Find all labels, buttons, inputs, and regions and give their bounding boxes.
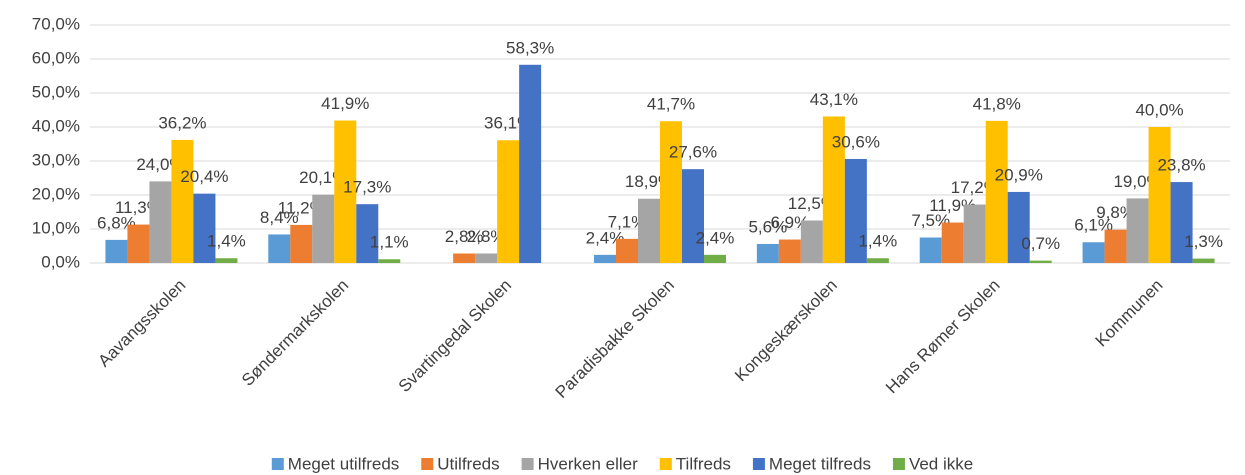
x-tick-label: Aavangsskolen bbox=[94, 276, 189, 371]
data-label: 30,6% bbox=[832, 132, 880, 151]
bar bbox=[985, 120, 1008, 263]
bar bbox=[616, 238, 638, 263]
x-tick-label: Svartingedal Skolen bbox=[395, 276, 515, 396]
data-label: 2,8% bbox=[445, 227, 484, 246]
y-tick-label: 50,0% bbox=[32, 82, 80, 101]
data-label: 36,2% bbox=[158, 113, 206, 132]
bar bbox=[1007, 191, 1030, 263]
legend-swatch bbox=[271, 458, 284, 470]
bar bbox=[519, 64, 542, 263]
bar bbox=[290, 224, 313, 263]
bar bbox=[453, 253, 476, 263]
legend-label: Utilfreds bbox=[437, 454, 499, 473]
legend-swatch bbox=[659, 458, 672, 470]
x-tick-label: Hans Rømer Skolen bbox=[882, 276, 1004, 398]
bar bbox=[475, 253, 498, 263]
data-label: 23,8% bbox=[1157, 156, 1205, 175]
bar bbox=[756, 243, 779, 263]
data-label: 8,4% bbox=[260, 208, 299, 227]
data-label: 2,8% bbox=[467, 227, 506, 246]
bar bbox=[1126, 198, 1149, 263]
data-label: 5,6% bbox=[748, 217, 787, 236]
bar bbox=[594, 254, 616, 263]
data-label: 7,1% bbox=[608, 212, 647, 231]
bar bbox=[866, 258, 889, 263]
y-tick-label: 60,0% bbox=[32, 48, 80, 67]
y-tick-label: 10,0% bbox=[32, 218, 80, 237]
bar bbox=[660, 121, 682, 263]
data-label: 1,1% bbox=[370, 233, 409, 252]
y-tick-label: 0,0% bbox=[41, 252, 80, 271]
bar bbox=[215, 258, 238, 263]
data-label: 7,5% bbox=[911, 211, 950, 230]
data-label: 9,8% bbox=[1096, 203, 1135, 222]
data-label: 2,4% bbox=[696, 228, 735, 247]
data-label: 40,0% bbox=[1135, 100, 1183, 119]
bar bbox=[822, 116, 845, 264]
y-tick-label: 40,0% bbox=[32, 116, 80, 135]
data-label: 58,3% bbox=[506, 38, 554, 57]
data-label: 27,6% bbox=[669, 143, 717, 162]
bar bbox=[704, 254, 726, 263]
bar bbox=[844, 158, 867, 263]
x-tick-label: Paradisbakke Skolen bbox=[552, 276, 678, 402]
data-label: 41,9% bbox=[321, 94, 369, 113]
data-label: 17,3% bbox=[343, 178, 391, 197]
legend-label: Tilfreds bbox=[676, 454, 731, 473]
legend-swatch bbox=[752, 458, 765, 470]
bar bbox=[356, 204, 379, 263]
data-label: 0,7% bbox=[1021, 234, 1060, 253]
bar bbox=[1148, 127, 1171, 263]
x-tick-label: Kongeskærskolen bbox=[731, 276, 841, 386]
data-label: 6,1% bbox=[1074, 216, 1113, 235]
bar bbox=[378, 259, 401, 263]
bar bbox=[800, 220, 823, 263]
y-tick-label: 70,0% bbox=[32, 14, 80, 33]
y-tick-label: 20,0% bbox=[32, 184, 80, 203]
bar bbox=[1029, 260, 1052, 263]
legend-label: Meget utilfreds bbox=[288, 454, 400, 473]
bar bbox=[268, 234, 291, 263]
bar bbox=[1170, 182, 1193, 263]
legend-label: Meget tilfreds bbox=[769, 454, 871, 473]
legend-label: Ved ikke bbox=[909, 454, 973, 473]
bar bbox=[312, 194, 335, 263]
bar bbox=[497, 140, 520, 263]
legend-swatch bbox=[521, 458, 534, 470]
data-label: 1,4% bbox=[858, 232, 897, 251]
data-label: 2,4% bbox=[586, 228, 625, 247]
bar bbox=[963, 204, 986, 263]
bar bbox=[171, 139, 194, 263]
legend-swatch bbox=[421, 458, 434, 470]
data-label: 1,3% bbox=[1184, 232, 1223, 251]
data-label: 43,1% bbox=[810, 90, 858, 109]
bar bbox=[127, 224, 150, 263]
data-label: 41,8% bbox=[973, 94, 1021, 113]
bar bbox=[919, 237, 942, 263]
bar bbox=[1192, 258, 1215, 263]
x-tick-label: Kommunen bbox=[1092, 276, 1167, 351]
bar bbox=[638, 198, 660, 263]
bar bbox=[1082, 242, 1105, 263]
bar bbox=[682, 169, 704, 263]
bar bbox=[193, 193, 216, 263]
data-label: 6,8% bbox=[97, 213, 136, 232]
data-label: 6,9% bbox=[770, 213, 809, 232]
legend-label: Hverken eller bbox=[538, 454, 638, 473]
legend-swatch bbox=[892, 458, 905, 470]
data-label: 20,9% bbox=[995, 165, 1043, 184]
y-tick-label: 30,0% bbox=[32, 150, 80, 169]
bar bbox=[334, 120, 357, 263]
x-tick-label: Søndermarkskolen bbox=[238, 276, 352, 390]
bar bbox=[778, 239, 801, 263]
bar bbox=[941, 222, 964, 263]
data-label: 1,4% bbox=[207, 232, 246, 251]
data-label: 20,4% bbox=[180, 167, 228, 186]
data-label: 41,7% bbox=[647, 95, 695, 114]
bar bbox=[1104, 229, 1127, 263]
bar bbox=[105, 239, 128, 263]
bar bbox=[149, 181, 172, 263]
